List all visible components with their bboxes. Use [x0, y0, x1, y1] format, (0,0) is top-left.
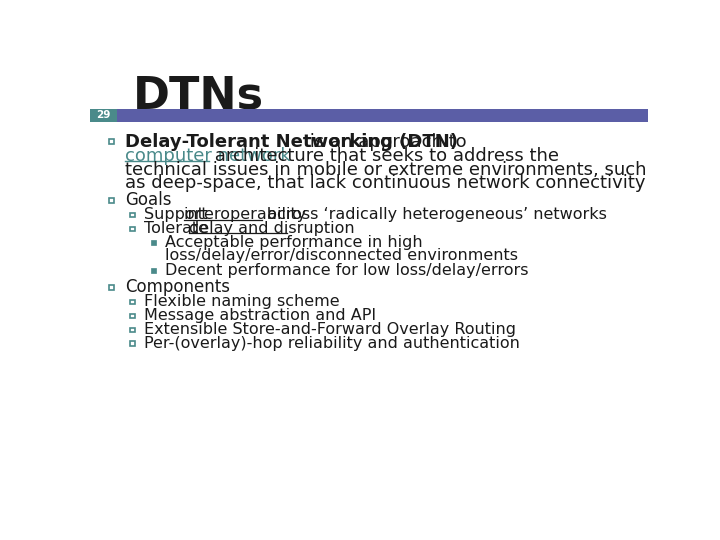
FancyBboxPatch shape [90, 109, 117, 122]
Text: loss/delay/error/disconnected environments: loss/delay/error/disconnected environmen… [165, 248, 518, 264]
Text: Goals: Goals [125, 191, 171, 210]
Text: Per-(overlay)-hop reliability and authentication: Per-(overlay)-hop reliability and authen… [144, 336, 520, 351]
Text: interoperability: interoperability [184, 207, 307, 222]
Text: DTNs: DTNs [132, 74, 264, 117]
Text: Support: Support [144, 207, 213, 222]
Text: Delay-Tolerant Networking (DTN): Delay-Tolerant Networking (DTN) [125, 133, 458, 151]
Text: 29: 29 [96, 110, 110, 120]
FancyBboxPatch shape [151, 268, 156, 273]
Text: Message abstraction and API: Message abstraction and API [144, 308, 377, 323]
Text: Tolerate: Tolerate [144, 221, 213, 237]
FancyBboxPatch shape [151, 240, 156, 245]
Text: Acceptable performance in high: Acceptable performance in high [165, 235, 423, 250]
Text: Components: Components [125, 278, 230, 296]
Text: Decent performance for low loss/delay/errors: Decent performance for low loss/delay/er… [165, 263, 528, 278]
Text: architecture that seeks to address the: architecture that seeks to address the [210, 147, 559, 165]
Text: computer network: computer network [125, 147, 291, 165]
Text: across ‘radically heterogeneous’ networks: across ‘radically heterogeneous’ network… [262, 207, 607, 222]
Text: is an approach to: is an approach to [304, 133, 467, 151]
Text: Extensible Store-and-Forward Overlay Routing: Extensible Store-and-Forward Overlay Rou… [144, 322, 516, 337]
Text: as deep-space, that lack continuous network connectivity: as deep-space, that lack continuous netw… [125, 174, 645, 192]
Text: technical issues in mobile or extreme environments, such: technical issues in mobile or extreme en… [125, 160, 647, 179]
FancyBboxPatch shape [117, 109, 648, 122]
Text: Flexible naming scheme: Flexible naming scheme [144, 294, 340, 309]
Text: delay and disruption: delay and disruption [189, 221, 354, 237]
